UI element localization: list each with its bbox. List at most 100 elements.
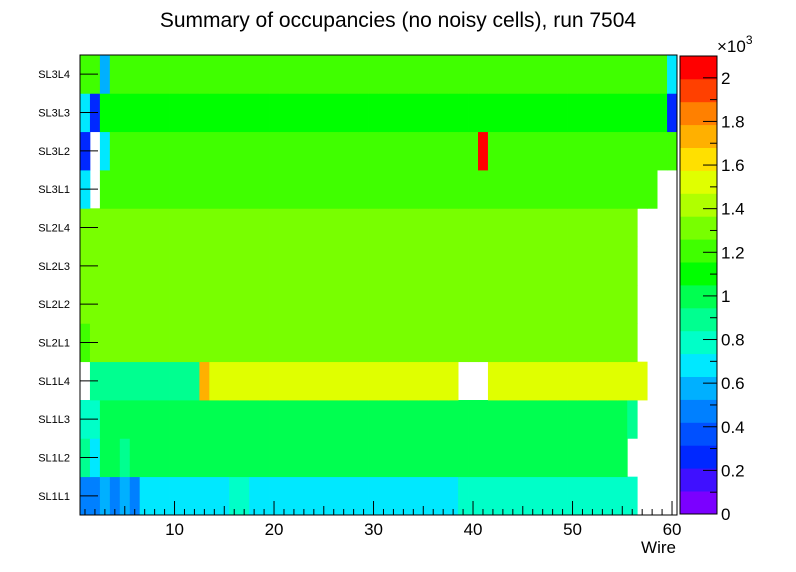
y-axis: SL1L1 SL1L2 SL1L3 SL1L4 SL2L1 SL2L2 SL2L3 SL2L4… xyxy=(38,69,98,503)
heatmap-cell-sl1l4-w56 xyxy=(627,361,638,401)
heatmap-cell-sl1l3-w56 xyxy=(627,400,638,439)
heatmap-cell-sl1l2-w23 xyxy=(298,438,310,478)
heatmap-cell-sl1l4-w20 xyxy=(269,361,280,401)
heatmap-cell-sl3l4-w10 xyxy=(169,55,180,94)
z-tick-label: 2 xyxy=(721,69,730,88)
heatmap-cell-sl1l4-w9 xyxy=(159,361,170,401)
heatmap-cell-sl2l4-w10 xyxy=(169,208,180,248)
heatmap-cell-sl3l4-w28 xyxy=(348,55,359,94)
heatmap-cell-sl1l3-w40 xyxy=(468,400,479,439)
heatmap-cell-sl3l4-w16 xyxy=(229,55,240,94)
heatmap-cell-sl1l3-w7 xyxy=(139,400,151,439)
heatmap-cell-sl3l1-w44 xyxy=(507,170,519,209)
heatmap-cell-sl3l3-w44 xyxy=(507,93,519,133)
x-tick-label-10: 10 xyxy=(165,520,184,539)
heatmap-cell-sl1l3-w24 xyxy=(308,400,320,439)
heatmap-cell-sl3l2-w52 xyxy=(587,131,598,171)
color-scale-segment xyxy=(680,124,717,148)
heatmap-cell-sl2l4-w25 xyxy=(318,208,330,248)
heatmap-cell-sl3l2-w39 xyxy=(458,131,469,171)
heatmap-cell-sl2l2-w36 xyxy=(428,285,439,324)
z-tick-label: 0.4 xyxy=(721,418,745,437)
heatmap-cell-sl3l4-w51 xyxy=(577,55,588,94)
heatmap-cell-sl2l2-w52 xyxy=(587,285,598,324)
heatmap-cell-sl2l1-w52 xyxy=(587,323,598,363)
heatmap-cell-sl1l2-w30 xyxy=(368,438,379,478)
heatmap-cell-sl1l1-w21 xyxy=(279,476,290,516)
heatmap-cell-sl3l4-w54 xyxy=(607,55,618,94)
heatmap-cell-sl3l2-w31 xyxy=(378,131,389,171)
heatmap-cell-sl1l1-w26 xyxy=(328,476,340,516)
heatmap-cell-sl3l1-w46 xyxy=(527,170,539,209)
heatmap-cell-sl2l3-w27 xyxy=(338,246,350,286)
heatmap-cell-sl3l1-w52 xyxy=(587,170,598,209)
heatmap-cell-sl2l3-w25 xyxy=(318,246,330,286)
heatmap-cell-sl1l2-w9 xyxy=(159,438,170,478)
heatmap-cell-sl2l1-w17 xyxy=(239,323,250,363)
heatmap-cell-sl1l2-w27 xyxy=(338,438,350,478)
heatmap-cell-sl3l1-w39 xyxy=(458,170,469,209)
heatmap-cell-sl2l1-w8 xyxy=(149,323,160,363)
heatmap-cell-sl2l3-w3 xyxy=(99,246,111,286)
heatmap-cell-sl1l4-w47 xyxy=(537,361,549,401)
heatmap-cell-sl1l2-w11 xyxy=(179,438,190,478)
heatmap-cell-sl3l3-w19 xyxy=(259,93,270,133)
heatmap-cell-sl2l2-w7 xyxy=(139,285,151,324)
heatmap-cell-sl1l1-w47 xyxy=(537,476,549,516)
heatmap-cell-sl1l4-w44 xyxy=(507,361,519,401)
heatmap-cell-sl3l1-w8 xyxy=(149,170,160,209)
heatmap-cell-sl3l4-w22 xyxy=(288,55,300,94)
heatmap-cell-sl2l1-w46 xyxy=(527,323,539,363)
heatmap-cell-sl1l1-w36 xyxy=(428,476,439,516)
heatmap-cell-sl3l4-w58 xyxy=(647,55,658,94)
heatmap-cell-sl2l3-w5 xyxy=(119,246,131,286)
z-tick-label: 0.6 xyxy=(721,374,745,393)
heatmap-cell-sl2l2-w34 xyxy=(408,285,419,324)
heatmap-cell-sl1l1-w11 xyxy=(179,476,190,516)
heatmap-cell-sl1l2-w26 xyxy=(328,438,340,478)
heatmap-cell-sl2l4-w16 xyxy=(229,208,240,248)
heatmap-cell-sl2l4-w40 xyxy=(468,208,479,248)
heatmap-cell-sl1l2-w39 xyxy=(458,438,469,478)
z-tick-label: 1.8 xyxy=(721,112,745,131)
heatmap-cell-sl3l4-w48 xyxy=(547,55,558,94)
heatmap-cell-sl3l2-w37 xyxy=(438,131,449,171)
heatmap-cell-sl1l4-w54 xyxy=(607,361,618,401)
color-scale-axis: 0 0.2 0.4 0.6 0.8 1 1.2 1.4 1.6 1.8 2 xyxy=(703,69,745,524)
heatmap-cell-sl3l4-w15 xyxy=(219,55,230,94)
color-scale-segment xyxy=(680,147,717,171)
heatmap-cell-sl2l1-w49 xyxy=(557,323,568,363)
heatmap-cell-sl1l1-w46 xyxy=(527,476,539,516)
heatmap-cell-sl2l4-w7 xyxy=(139,208,151,248)
heatmap-cell-sl1l3-w20 xyxy=(269,400,280,439)
heatmap-cell-sl2l2-w24 xyxy=(308,285,320,324)
heatmap-cell-sl3l3-w38 xyxy=(448,93,459,133)
heatmap-cell-sl2l1-w15 xyxy=(219,323,230,363)
heatmap-cell-sl3l1-w48 xyxy=(547,170,558,209)
heatmap-cell-sl2l3-w45 xyxy=(517,246,529,286)
heatmap-cell-sl3l3-w13 xyxy=(199,93,210,133)
heatmap-cell-sl2l1-w41 xyxy=(478,323,489,363)
heatmap-cell-sl2l2-w47 xyxy=(537,285,549,324)
heatmap-cell-sl3l1-w40 xyxy=(468,170,479,209)
heatmap-cell-sl2l2-w50 xyxy=(567,285,578,324)
heatmap-cell-sl3l1-w5 xyxy=(119,170,131,209)
heatmap-cell-sl2l4-w11 xyxy=(179,208,190,248)
heatmap-cell-sl3l2-w43 xyxy=(497,131,509,171)
heatmap-cell-sl1l4-w19 xyxy=(259,361,270,401)
heatmap-cell-sl3l1-w32 xyxy=(388,170,399,209)
heatmap-cell-sl1l4-w36 xyxy=(428,361,439,401)
heatmap-cell-sl2l4-w26 xyxy=(328,208,340,248)
heatmap-cell-sl3l3-w34 xyxy=(408,93,419,133)
heatmap-cell-sl3l1-w21 xyxy=(279,170,290,209)
heatmap-cell-sl1l2-w40 xyxy=(468,438,479,478)
heatmap-cell-sl3l1-w3 xyxy=(99,170,111,209)
heatmap-cell-sl2l1-w30 xyxy=(368,323,379,363)
heatmap-cell-sl2l3-w33 xyxy=(398,246,409,286)
heatmap-cell-sl3l3-w8 xyxy=(149,93,160,133)
heatmap-cell-sl1l1-w15 xyxy=(219,476,230,516)
heatmap-cell-sl1l2-w6 xyxy=(129,438,141,478)
heatmap-cell-sl2l1-w32 xyxy=(388,323,399,363)
heatmap-cell-sl1l4-w21 xyxy=(279,361,290,401)
heatmap-cell-sl3l3-w15 xyxy=(219,93,230,133)
